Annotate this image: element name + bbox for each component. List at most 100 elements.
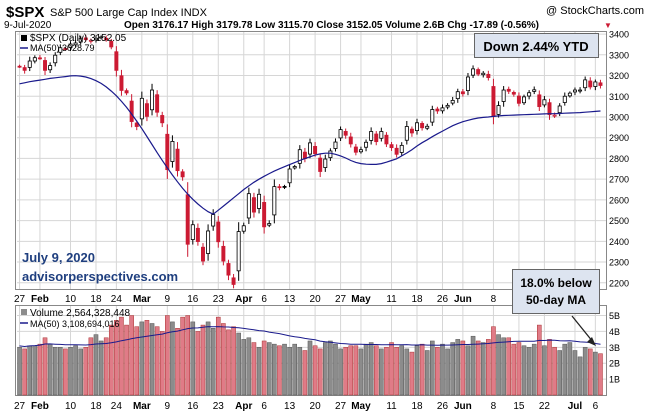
volume-bar	[32, 345, 38, 396]
volume-bar	[343, 347, 348, 396]
x-tick-label: 11	[386, 401, 397, 412]
candle-body	[353, 146, 358, 153]
x-tick-label: 27	[14, 294, 26, 305]
candle-body	[277, 186, 282, 189]
candle-body	[435, 108, 440, 112]
volume-bar	[114, 320, 119, 396]
candle-body	[572, 89, 577, 93]
date-label: July 9, 2020	[22, 250, 95, 265]
below-ma-arrow-head	[587, 337, 596, 346]
volume-bar	[226, 329, 231, 396]
volume-bar	[236, 332, 241, 396]
candle-body	[343, 131, 348, 136]
volume-bar	[317, 348, 323, 396]
quote-date: 9-Jul-2020	[4, 20, 52, 31]
candle-body	[124, 90, 129, 94]
candle-body	[455, 91, 460, 100]
candle-body	[88, 39, 93, 42]
candle-body	[404, 126, 409, 141]
volume-bar	[251, 342, 257, 396]
volume-ma-line	[19, 326, 601, 348]
volume-bar	[98, 340, 104, 396]
volume-tick-label: 3B	[609, 343, 620, 353]
candle-body	[287, 168, 292, 184]
candle-body	[471, 68, 476, 76]
volume-bar	[246, 337, 252, 396]
quote-down-arrow: ▼	[604, 21, 612, 30]
candle-body	[231, 277, 236, 285]
candle-body	[114, 51, 119, 71]
price-tick-label: 3100	[609, 92, 629, 102]
volume-bar	[68, 347, 73, 396]
volume-bar	[394, 347, 399, 396]
volume-bar	[307, 340, 313, 396]
quote-line: Open 3176.17 High 3179.78 Low 3115.70 Cl…	[124, 20, 539, 31]
candle-body	[129, 100, 134, 122]
volume-bar	[521, 345, 527, 396]
candle-body	[292, 166, 297, 169]
candle-body	[481, 72, 486, 76]
price-tick-label: 2600	[609, 195, 629, 205]
candle-body	[516, 95, 521, 104]
candle-body	[552, 114, 557, 117]
volume-bar	[582, 347, 588, 396]
volume-bar	[210, 328, 216, 396]
x-tick-label: 9	[165, 401, 171, 412]
volume-bar	[363, 343, 369, 396]
x-tick-label: 6	[261, 401, 267, 412]
candle-body	[206, 230, 211, 254]
volume-bar	[460, 340, 466, 396]
candle-body	[32, 57, 37, 62]
candle-body	[201, 246, 205, 262]
volume-bar	[577, 356, 583, 396]
candle-body	[328, 150, 333, 159]
x-tick-label: 20	[310, 401, 322, 412]
candle-body	[17, 65, 22, 68]
volume-bar	[333, 343, 338, 396]
volume-bar	[542, 345, 547, 396]
x-tick-label: 18	[411, 401, 423, 412]
candle-body	[139, 97, 144, 120]
ma50-line	[19, 75, 601, 215]
volume-bar	[537, 324, 542, 396]
x-tick-label: 23	[213, 401, 225, 412]
below-ma-line1: 18.0% below	[520, 276, 592, 290]
volume-bar	[368, 342, 374, 396]
candle-body	[297, 149, 302, 164]
volume-bar	[598, 353, 603, 396]
candle-body	[425, 125, 430, 129]
legend-volume-swatch	[21, 309, 27, 315]
volume-bar	[185, 315, 190, 396]
volume-tick-label: 5B	[609, 311, 620, 321]
candle-body	[491, 86, 496, 117]
candle-body	[27, 60, 32, 68]
candle-body	[547, 102, 552, 116]
volume-bar	[501, 337, 506, 396]
x-tick-label: May	[351, 294, 371, 305]
volume-bar	[470, 335, 476, 396]
volume-bar	[282, 343, 287, 396]
volume-bar	[353, 345, 359, 396]
candle-body	[58, 47, 63, 53]
volume-bar	[379, 348, 384, 396]
x-tick-label: Jul	[568, 401, 583, 412]
candle-body	[399, 144, 404, 153]
volume-bar	[37, 343, 43, 396]
volume-bar	[42, 337, 48, 396]
volume-bar	[58, 347, 63, 396]
candle-body	[195, 227, 200, 242]
x-tick-label: 11	[386, 294, 397, 305]
volume-bar	[547, 339, 552, 396]
candle-body	[282, 186, 287, 188]
candle-body	[420, 123, 425, 129]
x-tick-label: Jun	[454, 401, 472, 412]
candle-body	[22, 67, 27, 71]
x-tick-label: 18	[90, 294, 102, 305]
volume-bar	[272, 343, 277, 396]
candle-body	[313, 146, 318, 155]
x-tick-label: 26	[437, 294, 449, 305]
candle-body	[379, 131, 384, 139]
candle-body	[94, 37, 98, 41]
x-tick-label: 24	[111, 401, 123, 412]
candle-body	[583, 79, 588, 89]
